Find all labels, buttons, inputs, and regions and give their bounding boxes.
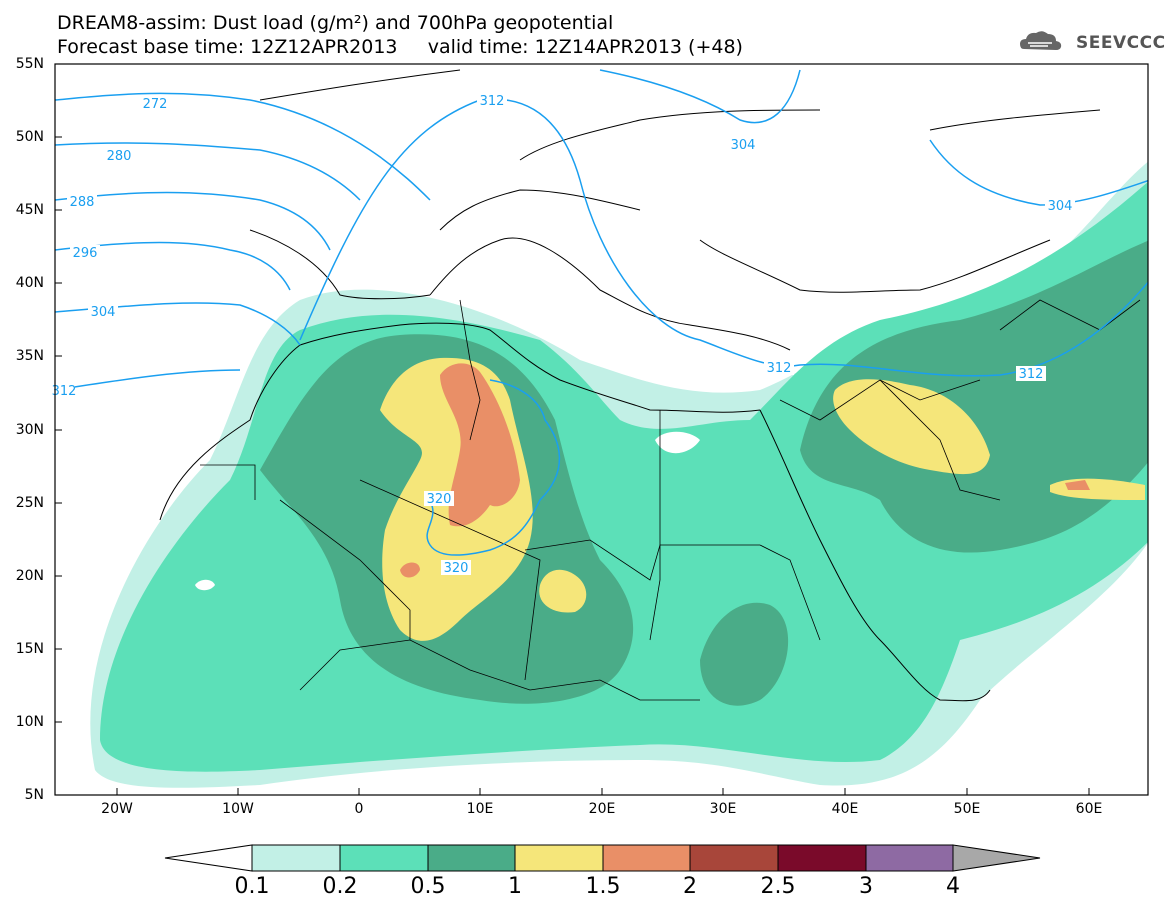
contour-label: 304 — [1045, 198, 1075, 214]
colorbar-bin — [865, 844, 954, 872]
lat-label: 55N — [15, 56, 44, 72]
lat-label: 20N — [15, 568, 44, 584]
lon-label: 20W — [101, 801, 133, 817]
colorbar-bin — [427, 844, 516, 872]
colorbar-bin — [514, 844, 604, 872]
contour-label: 288 — [67, 194, 97, 210]
contour-label: 320 — [424, 491, 454, 507]
colorbar-bin — [339, 844, 429, 872]
lon-label: 50E — [953, 801, 981, 817]
lon-label: 60E — [1075, 801, 1103, 817]
colorbar-label: 0.1 — [234, 874, 270, 899]
colorbar-high-arrow — [952, 844, 1041, 872]
dust-band-1.5 — [440, 363, 520, 527]
cloud-logo-icon — [1020, 31, 1062, 50]
lon-label: 30E — [709, 801, 737, 817]
lat-label: 45N — [15, 202, 44, 218]
colorbar-bin — [689, 844, 779, 872]
country-borders — [200, 299, 1141, 701]
contour-label: 312 — [477, 93, 507, 109]
svg-text:320: 320 — [444, 561, 469, 576]
contour-labels: 272 280 288 296 304 312 312 304 304 312 … — [52, 93, 1075, 576]
svg-text:304: 304 — [1048, 199, 1073, 214]
dust-band-0.5 — [700, 602, 789, 706]
colorbar — [164, 844, 1041, 872]
svg-text:272: 272 — [143, 97, 168, 112]
lat-label: 50N — [15, 129, 44, 145]
colorbar-label: 0.5 — [410, 874, 446, 899]
dust-band-0.5 — [800, 240, 1148, 553]
coastlines — [159, 69, 1101, 702]
svg-text:296: 296 — [73, 246, 98, 261]
lon-label: 10W — [222, 801, 254, 817]
colorbar-label: 2.5 — [760, 874, 796, 899]
colorbar-bin — [777, 844, 867, 872]
colorbar-bin — [602, 844, 691, 872]
contour-label: 304 — [728, 137, 758, 153]
contour-label: 296 — [70, 245, 100, 261]
contour-label: 312 — [52, 383, 77, 399]
lon-label: 0 — [354, 801, 364, 817]
dust-band-1 — [833, 379, 990, 475]
svg-text:312: 312 — [480, 94, 505, 109]
svg-text:312: 312 — [52, 384, 77, 399]
contour-label: 272 — [140, 96, 170, 112]
lat-label: 15N — [15, 641, 44, 657]
svg-text:280: 280 — [107, 149, 132, 164]
lat-ticks — [55, 63, 62, 723]
colorbar-label: 4 — [946, 874, 960, 899]
colorbar-label: 2 — [683, 874, 697, 899]
lat-label: 5N — [24, 787, 44, 803]
svg-text:288: 288 — [70, 195, 95, 210]
colorbar-label: 0.2 — [322, 874, 358, 899]
dust-band-1.5 — [400, 562, 420, 578]
logo-text: SEEVCCC — [1076, 33, 1165, 53]
contour-label: 312 — [764, 360, 794, 376]
svg-text:304: 304 — [91, 305, 116, 320]
map-subtitle: Forecast base time: 12Z12APR2013 valid t… — [57, 36, 743, 58]
contour-label: 320 — [441, 560, 471, 576]
colorbar-low-arrow — [164, 844, 253, 872]
svg-text:320: 320 — [427, 492, 452, 507]
lon-ticks — [116, 788, 1090, 795]
contour-label: 280 — [104, 148, 134, 164]
dust-band-1 — [539, 569, 587, 613]
dust-band-1.5 — [1065, 480, 1090, 490]
svg-text:304: 304 — [731, 138, 756, 153]
lon-label: 10E — [466, 801, 494, 817]
lat-label: 40N — [15, 275, 44, 291]
lon-label: 20E — [588, 801, 616, 817]
colorbar-label: 1 — [508, 874, 522, 899]
lat-label: 25N — [15, 495, 44, 511]
colorbar-label: 1.5 — [585, 874, 621, 899]
contour-label: 304 — [88, 304, 118, 320]
geopotential-contours — [55, 69, 1148, 556]
colorbar-bin — [251, 844, 341, 872]
colorbar-label: 3 — [859, 874, 873, 899]
lat-label: 35N — [15, 348, 44, 364]
svg-text:312: 312 — [1019, 367, 1044, 382]
lat-label: 30N — [15, 422, 44, 438]
lat-label: 10N — [15, 714, 44, 730]
svg-text:312: 312 — [767, 361, 792, 376]
lon-label: 40E — [831, 801, 859, 817]
contour-label: 312 — [1016, 366, 1046, 382]
map-title: DREAM8-assim: Dust load (g/m²) and 700hP… — [57, 12, 614, 34]
